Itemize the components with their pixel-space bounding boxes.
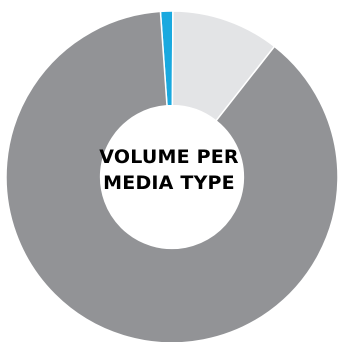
donut-hole — [100, 105, 244, 249]
chart-title-line-1: VOLUME PER — [99, 146, 239, 168]
chart-title-line-2: MEDIA TYPE — [103, 172, 235, 194]
chart-title: VOLUME PER MEDIA TYPE — [69, 144, 269, 196]
